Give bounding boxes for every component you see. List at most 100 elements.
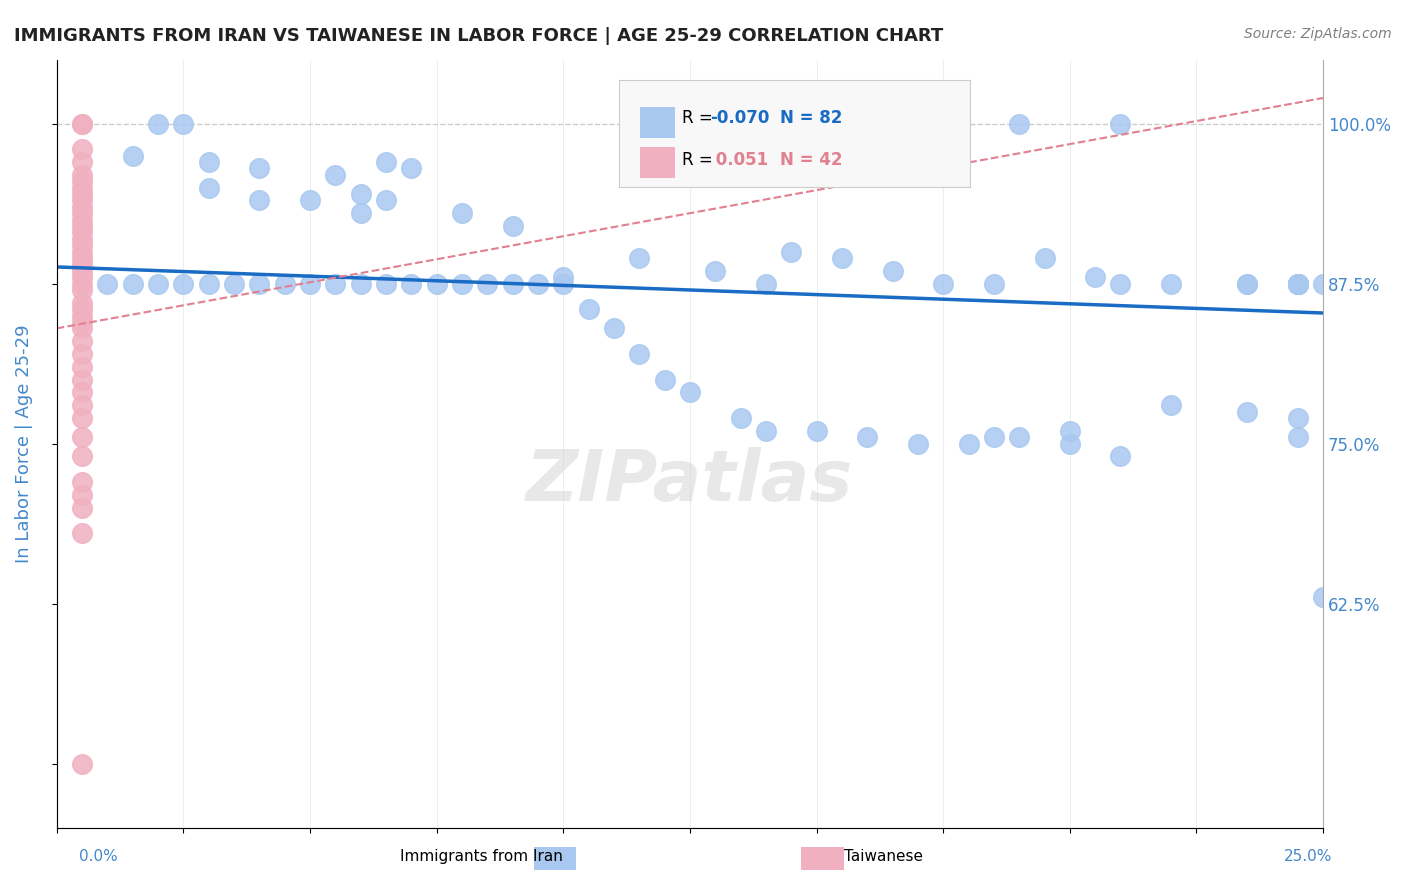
Point bbox=[502, 277, 524, 291]
Point bbox=[172, 117, 194, 131]
Point bbox=[451, 206, 474, 220]
Point bbox=[70, 186, 93, 201]
Point bbox=[197, 277, 219, 291]
Point bbox=[70, 117, 93, 131]
Point bbox=[121, 148, 143, 162]
Text: -0.070: -0.070 bbox=[710, 109, 769, 127]
Point bbox=[121, 277, 143, 291]
Text: Source: ZipAtlas.com: Source: ZipAtlas.com bbox=[1244, 27, 1392, 41]
Point bbox=[197, 180, 219, 194]
Point bbox=[70, 142, 93, 156]
Point bbox=[247, 194, 270, 208]
Point bbox=[679, 385, 702, 400]
Point bbox=[1286, 277, 1309, 291]
Point bbox=[780, 244, 803, 259]
Point bbox=[70, 244, 93, 259]
Point bbox=[907, 436, 929, 450]
Point bbox=[1286, 430, 1309, 444]
Point bbox=[70, 200, 93, 214]
Point bbox=[96, 277, 118, 291]
Point bbox=[323, 168, 346, 182]
Point bbox=[628, 251, 651, 265]
Point bbox=[932, 277, 955, 291]
Text: R =: R = bbox=[682, 109, 718, 127]
Point bbox=[70, 277, 93, 291]
Point bbox=[1286, 277, 1309, 291]
Point bbox=[755, 424, 778, 438]
Point bbox=[502, 219, 524, 233]
Point bbox=[1084, 270, 1107, 285]
Text: N = 42: N = 42 bbox=[780, 151, 842, 169]
Point bbox=[1008, 117, 1031, 131]
Point bbox=[1236, 277, 1258, 291]
Point bbox=[553, 277, 575, 291]
Point bbox=[527, 277, 550, 291]
Point bbox=[70, 180, 93, 194]
Point bbox=[1312, 277, 1334, 291]
Point bbox=[1236, 404, 1258, 418]
Text: ZIPatlas: ZIPatlas bbox=[526, 448, 853, 516]
Point bbox=[1160, 398, 1182, 412]
Point bbox=[70, 206, 93, 220]
Point bbox=[70, 117, 93, 131]
Point bbox=[983, 277, 1005, 291]
Point bbox=[399, 161, 422, 176]
Text: IMMIGRANTS FROM IRAN VS TAIWANESE IN LABOR FORCE | AGE 25-29 CORRELATION CHART: IMMIGRANTS FROM IRAN VS TAIWANESE IN LAB… bbox=[14, 27, 943, 45]
Point bbox=[1286, 277, 1309, 291]
Point bbox=[451, 277, 474, 291]
Point bbox=[70, 359, 93, 374]
Point bbox=[323, 277, 346, 291]
Point bbox=[1059, 436, 1081, 450]
Point bbox=[70, 385, 93, 400]
Point bbox=[70, 295, 93, 310]
Point bbox=[426, 277, 449, 291]
Point bbox=[197, 155, 219, 169]
Point bbox=[374, 194, 396, 208]
Point bbox=[983, 430, 1005, 444]
Point bbox=[70, 347, 93, 361]
Point bbox=[349, 277, 371, 291]
Point bbox=[172, 277, 194, 291]
Point bbox=[70, 315, 93, 329]
Point bbox=[70, 756, 93, 771]
Point bbox=[730, 411, 752, 425]
Point bbox=[247, 277, 270, 291]
Point bbox=[70, 411, 93, 425]
Point bbox=[70, 500, 93, 515]
Point bbox=[70, 488, 93, 502]
Point bbox=[70, 238, 93, 252]
Text: N = 82: N = 82 bbox=[780, 109, 842, 127]
Text: R =: R = bbox=[682, 151, 718, 169]
Point bbox=[70, 309, 93, 323]
Point bbox=[882, 264, 904, 278]
Point bbox=[755, 277, 778, 291]
Point bbox=[298, 194, 321, 208]
Point bbox=[70, 257, 93, 271]
Point bbox=[70, 283, 93, 297]
Point bbox=[1236, 277, 1258, 291]
Point bbox=[654, 373, 676, 387]
Point bbox=[349, 206, 371, 220]
Point bbox=[957, 436, 980, 450]
Point bbox=[70, 264, 93, 278]
Point bbox=[1286, 277, 1309, 291]
Point bbox=[70, 155, 93, 169]
Point bbox=[70, 232, 93, 246]
Point bbox=[146, 277, 169, 291]
Point bbox=[70, 373, 93, 387]
Point bbox=[70, 430, 93, 444]
Point bbox=[70, 475, 93, 489]
Point bbox=[578, 302, 600, 317]
Text: 25.0%: 25.0% bbox=[1284, 849, 1331, 863]
Point bbox=[1109, 277, 1132, 291]
Point bbox=[603, 321, 626, 335]
Point bbox=[1033, 251, 1056, 265]
Point bbox=[222, 277, 245, 291]
Point bbox=[1008, 430, 1031, 444]
Point bbox=[70, 212, 93, 227]
Point bbox=[806, 424, 828, 438]
Point bbox=[1109, 117, 1132, 131]
Point bbox=[70, 526, 93, 541]
Point bbox=[1286, 277, 1309, 291]
Point bbox=[628, 347, 651, 361]
